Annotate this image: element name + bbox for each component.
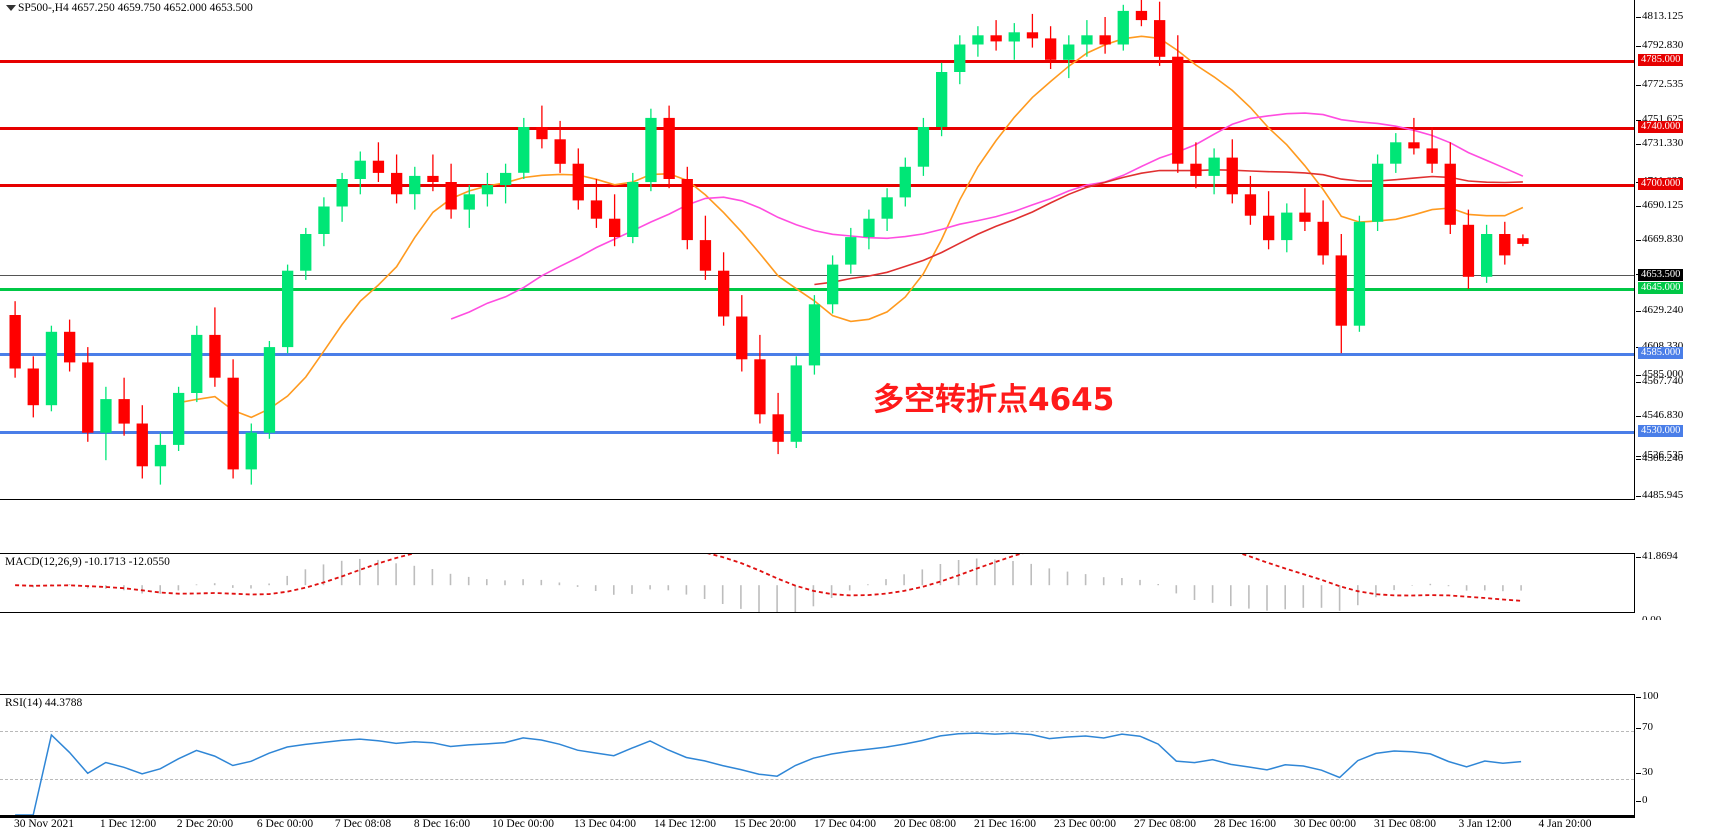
time-axis-label: 13 Dec 04:00 — [574, 818, 636, 830]
price-level-line-4785.000 — [0, 60, 1634, 63]
price-axis-label: 4690.125 — [1642, 199, 1684, 211]
time-axis-label: 6 Dec 00:00 — [256, 818, 314, 830]
bottom-divider — [0, 816, 1635, 818]
price-tick — [1636, 456, 1641, 457]
price-axis-label: 4792.830 — [1642, 39, 1684, 51]
price-tick — [1636, 46, 1641, 47]
rsi-label: RSI(14) 44.3788 — [5, 697, 83, 709]
price-axis-label: 4526.535 — [1642, 449, 1684, 461]
rsi-plot-area[interactable] — [0, 695, 1634, 815]
rsi-axis: 100 70 30 0 — [1636, 620, 1723, 816]
time-axis-label: 15 Dec 20:00 — [734, 818, 796, 830]
time-axis-label: 27 Dec 08:00 — [1134, 818, 1196, 830]
time-axis-label: 30 Dec 00:00 — [1294, 818, 1356, 830]
price-level-tag-4653.500: 4653.500 — [1638, 269, 1684, 281]
rsi-tick — [1636, 697, 1641, 698]
price-tick — [1636, 120, 1641, 121]
price-axis-label: 4546.830 — [1642, 409, 1684, 421]
price-axis-label: 4608.330 — [1642, 340, 1684, 352]
price-axis-label: 4813.125 — [1642, 10, 1684, 22]
macd-panel[interactable] — [0, 553, 1635, 613]
time-axis-label: 14 Dec 12:00 — [654, 818, 716, 830]
price-axis-label: 4772.535 — [1642, 78, 1684, 90]
time-axis-label: 8 Dec 16:00 — [413, 818, 471, 830]
rsi-panel[interactable] — [0, 694, 1635, 816]
time-axis-label: 7 Dec 08:08 — [334, 818, 392, 830]
price-axis-label: 4485.945 — [1642, 489, 1684, 501]
macd-plot-area[interactable] — [0, 554, 1634, 612]
macd-label: MACD(12,26,9) -10.1713 -12.0550 — [5, 556, 170, 568]
time-axis: 30 Nov 2021 1 Dec 12:00 2 Dec 20:00 6 Dec 0… — [0, 818, 1635, 838]
price-level-line-4645.000 — [0, 288, 1634, 291]
symbol-titlebar: SP500-,H4 4657.250 4659.750 4652.000 465… — [0, 0, 1635, 16]
time-axis-label: 10 Dec 00:00 — [492, 818, 554, 830]
price-level-tag-4700.000: 4700.000 — [1638, 178, 1684, 190]
price-level-line-4530.000 — [0, 431, 1634, 434]
time-axis-label: 23 Dec 00:00 — [1054, 818, 1116, 830]
symbol-ohlc-label: SP500-,H4 4657.250 4659.750 4652.000 465… — [18, 2, 253, 14]
price-axis-label: 4669.830 — [1642, 233, 1684, 245]
rsi-band-70 — [0, 731, 1634, 732]
macd-tick — [1636, 557, 1641, 558]
price-tick — [1636, 459, 1641, 460]
price-axis-label: 4585.000 — [1642, 368, 1684, 380]
rsi-axis-label: 0 — [1642, 794, 1648, 806]
time-axis-label: 17 Dec 04:00 — [814, 818, 876, 830]
rsi-axis-label: 100 — [1642, 690, 1659, 702]
time-axis-label: 1 Dec 12:00 — [99, 818, 157, 830]
price-axis-label: 4751.625 — [1642, 113, 1684, 125]
price-axis: 4813.125 4792.830 4772.535 4751.625 4731.330… — [1636, 0, 1723, 501]
price-level-tag-4740.000: 4740.000 — [1638, 121, 1684, 133]
price-tick — [1636, 416, 1641, 417]
price-tick — [1636, 240, 1641, 241]
price-level-tag-4645.000: 4645.000 — [1638, 282, 1684, 294]
price-tick — [1636, 144, 1641, 145]
rsi-axis-label: 70 — [1642, 721, 1653, 733]
rsi-band-30 — [0, 779, 1634, 780]
price-tick — [1636, 17, 1641, 18]
price-plot-area[interactable] — [0, 0, 1634, 499]
time-axis-label: 28 Dec 16:00 — [1214, 818, 1276, 830]
price-tick — [1636, 496, 1641, 497]
time-axis-label: 31 Dec 08:00 — [1374, 818, 1436, 830]
time-axis-label: 4 Jan 20:00 — [1538, 818, 1592, 830]
price-level-tag-4785.000: 4785.000 — [1638, 54, 1684, 66]
price-level-line-4700.000 — [0, 184, 1634, 187]
price-level-tag-4530.000: 4530.000 — [1638, 425, 1684, 437]
time-axis-label: 30 Nov 2021 — [13, 818, 75, 830]
price-tick — [1636, 85, 1641, 86]
price-tick — [1636, 382, 1641, 383]
macd-axis-label: 41.8694 — [1642, 550, 1678, 562]
price-level-line-4653.500 — [0, 275, 1634, 276]
time-axis-label: 21 Dec 16:00 — [974, 818, 1036, 830]
price-tick — [1636, 311, 1641, 312]
price-axis-label: 4567.740 — [1642, 375, 1684, 387]
time-axis-label: 3 Jan 12:00 — [1458, 818, 1512, 830]
macd-axis: 41.86940.00-35.8856 — [1636, 503, 1723, 676]
rsi-tick — [1636, 801, 1641, 802]
caret-down-icon[interactable] — [6, 5, 16, 11]
price-tick — [1636, 206, 1641, 207]
time-axis-label: 2 Dec 20:00 — [176, 818, 234, 830]
rsi-tick — [1636, 728, 1641, 729]
time-axis-label: 20 Dec 08:00 — [894, 818, 956, 830]
price-axis-label: 4629.240 — [1642, 304, 1684, 316]
price-axis-label: 4506.240 — [1642, 452, 1684, 464]
chart-annotation-text: 多空转折点4645 — [873, 382, 1115, 418]
price-axis-label: 4731.330 — [1642, 137, 1684, 149]
rsi-axis-label: 30 — [1642, 766, 1653, 778]
price-level-line-4740.000 — [0, 127, 1634, 130]
rsi-tick — [1636, 773, 1641, 774]
price-chart-panel[interactable] — [0, 0, 1635, 500]
price-tick — [1636, 375, 1641, 376]
price-level-tag-4585.000: 4585.000 — [1638, 347, 1684, 359]
